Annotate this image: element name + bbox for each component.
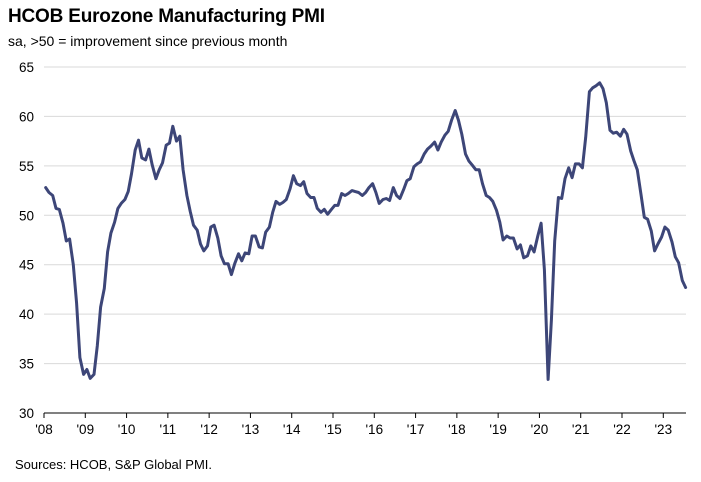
x-tick-label-2022: '22 [613,422,631,437]
series-layer [44,81,688,381]
x-tick-label-2014: '14 [283,422,301,437]
x-tick-label-2016: '16 [365,422,383,437]
y-tick-label-35: 35 [19,357,34,372]
x-tick-label-2012: '12 [200,422,218,437]
y-axis-ticks: 30 35 40 45 50 55 60 65 [19,60,34,421]
x-axis: '08 '09 '10 '11 '12 '13 '14 '15 '16 '17 '18 '19 '20 '… [35,412,686,437]
x-tick-label-2010: '10 [118,422,136,437]
x-tick-label-2023: '23 [654,422,672,437]
x-tick-label-2015: '15 [324,422,342,437]
y-tick-label-50: 50 [19,208,34,223]
y-tick-label-55: 55 [19,159,34,174]
x-tick-label-2020: '20 [531,422,549,437]
y-tick-label-30: 30 [19,406,34,421]
source-note: Sources: HCOB, S&P Global PMI. [15,457,212,472]
y-tick-label-65: 65 [19,60,34,75]
y-tick-label-60: 60 [19,109,34,124]
y-tick-label-40: 40 [19,307,34,322]
x-tick-label-2011: '11 [160,422,177,437]
x-tick-label-2018: '18 [448,422,466,437]
gridlines [44,66,686,365]
x-tick-label-2019: '19 [489,422,507,437]
x-tick-label-2008: '08 [35,422,53,437]
x-tick-label-2021: '21 [572,422,590,437]
chart-subtitle: sa, >50 = improvement since previous mon… [8,33,288,49]
x-tick-label-2017: '17 [407,422,425,437]
series-line-0 [44,81,688,381]
chart-title: HCOB Eurozone Manufacturing PMI [8,6,325,27]
y-tick-label-45: 45 [19,258,34,273]
x-tick-label-2009: '09 [76,422,94,437]
x-tick-label-2013: '13 [242,422,260,437]
